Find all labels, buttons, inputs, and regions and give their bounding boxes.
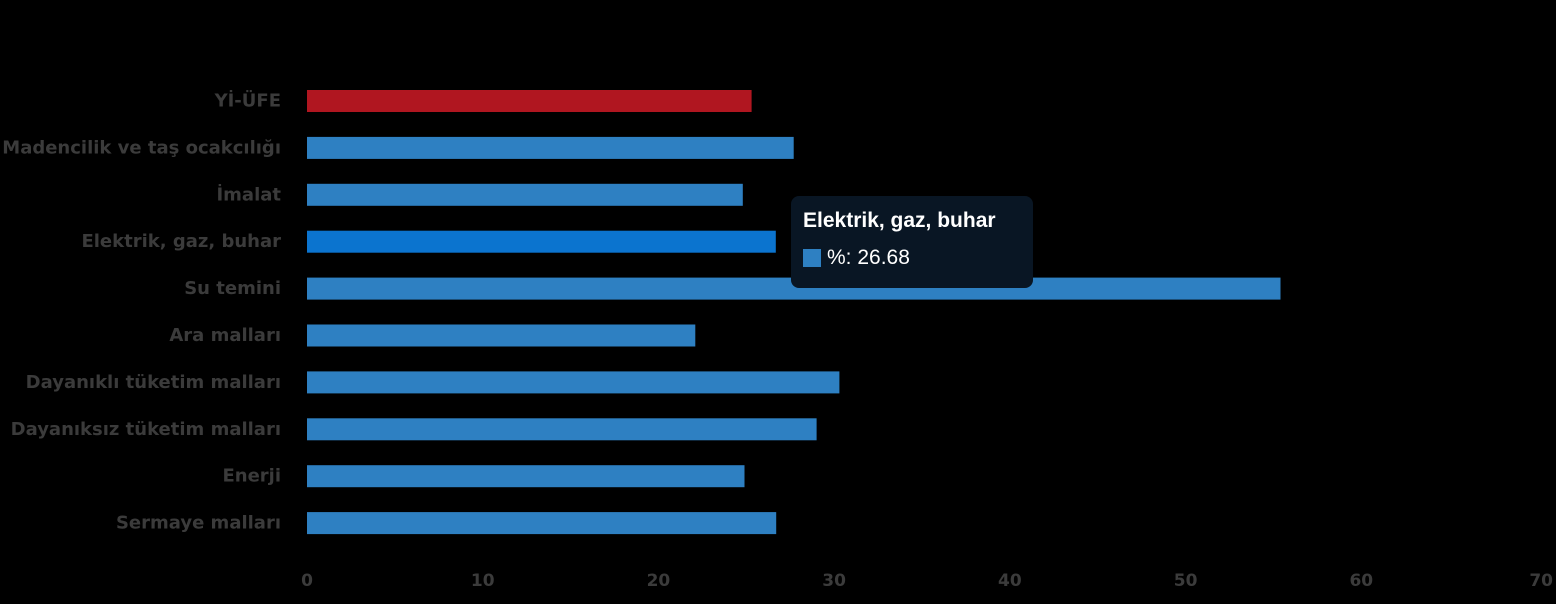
bar-6[interactable] [307,371,840,394]
category-label-6: Dayanıklı tüketim malları [26,372,281,393]
tooltip-value: %: 26.68 [827,246,910,269]
category-label-9: Sermaye malları [116,513,281,534]
category-label-5: Ara malları [169,325,281,346]
tooltip-swatch [803,249,821,267]
category-label-0: Yİ-ÜFE [214,90,281,112]
category-label-4: Su temini [184,278,281,299]
x-tick-label-1: 10 [471,571,495,591]
category-label-8: Enerji [222,466,281,487]
x-tick-label-6: 60 [1349,571,1373,591]
category-label-7: Dayanıksız tüketim malları [11,419,281,440]
category-label-2: İmalat [216,183,281,205]
x-tick-label-0: 0 [301,571,313,591]
bar-9[interactable] [307,512,777,535]
bar-5[interactable] [307,324,696,347]
x-tick-label-2: 20 [647,571,671,591]
category-label-3: Elektrik, gaz, buhar [81,231,281,252]
tooltip: Elektrik, gaz, buhar %: 26.68 [791,196,1033,288]
bar-2[interactable] [307,183,743,206]
x-tick-label-5: 50 [1174,571,1198,591]
tooltip-title: Elektrik, gaz, buhar [803,209,996,232]
category-label-1: Madencilik ve taş ocakcılığı [2,137,281,158]
x-tick-label-7: 70 [1529,571,1553,591]
bar-0[interactable] [307,90,752,112]
bar-7[interactable] [307,418,817,441]
bar-1[interactable] [307,136,794,159]
x-tick-label-3: 30 [822,571,846,591]
bar-4[interactable] [307,277,1281,300]
bar-3[interactable] [307,230,776,253]
tooltip-row: %: 26.68 [803,246,1021,270]
x-tick-label-4: 40 [998,571,1022,591]
bar-8[interactable] [307,465,745,488]
